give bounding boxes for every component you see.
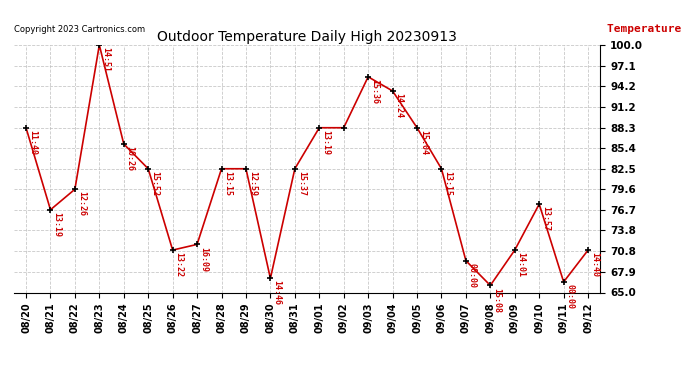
- Text: 12:59: 12:59: [248, 171, 257, 196]
- Title: Outdoor Temperature Daily High 20230913: Outdoor Temperature Daily High 20230913: [157, 30, 457, 44]
- Text: 12:26: 12:26: [77, 191, 86, 216]
- Text: 15:04: 15:04: [419, 130, 428, 155]
- Text: 14:24: 14:24: [395, 93, 404, 118]
- Text: 13:57: 13:57: [541, 206, 550, 231]
- Text: 15:37: 15:37: [297, 171, 306, 196]
- Text: 11:40: 11:40: [28, 130, 37, 155]
- Text: 13:19: 13:19: [322, 130, 331, 155]
- Text: 15:36: 15:36: [370, 79, 379, 104]
- Text: Copyright 2023 Cartronics.com: Copyright 2023 Cartronics.com: [14, 25, 145, 34]
- Text: 13:15: 13:15: [444, 171, 453, 196]
- Text: 14:46: 14:46: [273, 280, 282, 306]
- Text: 10:26: 10:26: [126, 146, 135, 171]
- Text: 13:19: 13:19: [52, 212, 61, 237]
- Text: Temperature (°F): Temperature (°F): [607, 24, 690, 34]
- Text: 13:22: 13:22: [175, 252, 184, 277]
- Text: 14:40: 14:40: [590, 252, 599, 277]
- Text: 00:00: 00:00: [468, 263, 477, 288]
- Text: 14:51: 14:51: [101, 47, 110, 72]
- Text: 15:08: 15:08: [492, 288, 502, 312]
- Text: 13:15: 13:15: [224, 171, 233, 196]
- Text: 14:01: 14:01: [517, 252, 526, 277]
- Text: 16:09: 16:09: [199, 246, 208, 272]
- Text: 15:52: 15:52: [150, 171, 159, 196]
- Text: 00:00: 00:00: [566, 284, 575, 309]
